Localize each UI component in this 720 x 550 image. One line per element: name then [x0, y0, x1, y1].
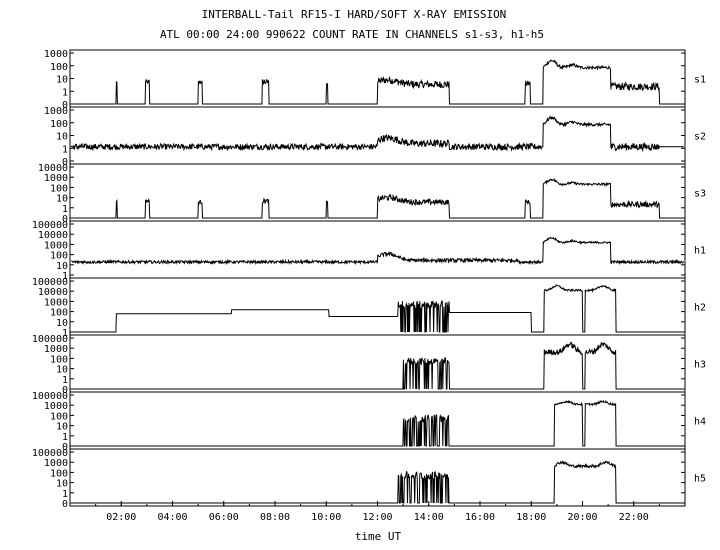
- x-tick-label: 16:00: [465, 512, 495, 523]
- panel-label-h5: h5: [694, 474, 706, 485]
- panel-label-s1: s1: [694, 75, 706, 86]
- y-tick-label: 1000: [44, 240, 68, 251]
- y-tick-label: 1: [62, 328, 68, 339]
- y-tick-label: 1000: [44, 106, 68, 117]
- y-tick-label: 1000: [44, 458, 68, 469]
- x-tick-label: 22:00: [619, 512, 649, 523]
- y-tick-label: 1: [62, 489, 68, 500]
- y-tick-label: 100000: [32, 277, 68, 288]
- y-tick-label: 100: [50, 411, 68, 422]
- series-line-h4: [71, 399, 684, 447]
- series-line-s2: [70, 115, 684, 152]
- y-tick-label: 100: [50, 119, 68, 130]
- x-tick-label: 04:00: [157, 512, 187, 523]
- y-tick-label: 100000: [32, 391, 68, 402]
- x-axis: 02:00 04:00 06:00 08:00 10:00 12:00 14:00 16:00…: [69, 501, 686, 523]
- y-tick-label: 100: [50, 251, 68, 262]
- y-tick-label: 10: [56, 261, 68, 272]
- series-line-h2: [71, 284, 684, 333]
- x-tick-label: 12:00: [362, 512, 392, 523]
- y-tick-label: 100000: [32, 334, 68, 345]
- y-tick-label: 0: [62, 385, 68, 396]
- panel-label-h1: h1: [694, 246, 706, 257]
- x-axis-label: time UT: [355, 530, 402, 543]
- y-tick-label: 0: [62, 442, 68, 453]
- y-tick-label: 1: [62, 432, 68, 443]
- y-tick-label: 1000: [44, 401, 68, 412]
- series-line-s1: [71, 59, 684, 105]
- y-tick-label: 100000: [32, 448, 68, 459]
- panel-label-h3: h3: [694, 360, 706, 371]
- series-line-h3: [71, 341, 684, 390]
- y-tick-label: 100: [50, 183, 68, 194]
- y-tick-label: 10: [56, 318, 68, 329]
- y-tick-label: 10: [56, 75, 68, 86]
- x-tick-label: 02:00: [106, 512, 136, 523]
- y-tick-label: 10000: [38, 230, 68, 241]
- panels-group: 10001001010s110001001010s210000100010010…: [32, 49, 706, 510]
- y-tick-label: 100: [50, 308, 68, 319]
- y-tick-label: 1000: [44, 49, 68, 60]
- y-tick-label: 1: [62, 144, 68, 155]
- y-tick-label: 10: [56, 365, 68, 376]
- chart-title: INTERBALL-Tail RF15-I HARD/SOFT X-RAY EM…: [202, 8, 507, 21]
- panel-frame-h5: [69, 448, 686, 507]
- y-tick-label: 0: [62, 157, 68, 168]
- x-tick-label: 10:00: [311, 512, 341, 523]
- y-tick-label: 1000: [44, 297, 68, 308]
- y-tick-label: 0: [62, 214, 68, 225]
- y-tick-label: 10: [56, 132, 68, 143]
- y-tick-label: 1: [62, 375, 68, 386]
- panel-label-s2: s2: [694, 132, 706, 143]
- y-tick-label: 10000: [38, 287, 68, 298]
- panel-frame-s2: [69, 106, 686, 165]
- y-tick-label: 1000: [44, 173, 68, 184]
- x-tick-label: 18:00: [516, 512, 546, 523]
- panel-frame-h4: [69, 391, 686, 450]
- y-tick-label: 1: [62, 204, 68, 215]
- panel-label-h2: h2: [694, 303, 706, 314]
- series-line-h5: [71, 459, 684, 504]
- panel-label-s3: s3: [694, 189, 706, 200]
- x-tick-label: 20:00: [567, 512, 597, 523]
- y-tick-label: 0: [62, 100, 68, 111]
- x-tick-label: 14:00: [414, 512, 444, 523]
- y-tick-label: 10: [56, 422, 68, 433]
- series-line-h1: [71, 236, 685, 266]
- panel-frame-h3: [69, 334, 686, 393]
- panel-frame-h1: [69, 220, 686, 279]
- y-tick-label: 10: [56, 479, 68, 490]
- x-tick-label: 08:00: [260, 512, 290, 523]
- y-tick-label: 1000: [44, 344, 68, 355]
- y-tick-label: 100000: [32, 220, 68, 231]
- chart-subtitle: ATL 00:00 24:00 990622 COUNT RATE IN CHA…: [160, 28, 544, 41]
- y-tick-label: 10000: [38, 163, 68, 174]
- y-tick-label: 1: [62, 87, 68, 98]
- y-tick-label: 10: [56, 194, 68, 205]
- y-tick-label: 1: [62, 271, 68, 282]
- y-tick-label: 0: [62, 499, 68, 510]
- y-tick-label: 100: [50, 354, 68, 365]
- y-tick-label: 100: [50, 468, 68, 479]
- panel-label-h4: h4: [694, 417, 706, 428]
- y-tick-label: 100: [50, 62, 68, 73]
- panel-frame-h2: [69, 277, 686, 336]
- x-tick-label: 06:00: [209, 512, 239, 523]
- series-line-s3: [71, 178, 684, 219]
